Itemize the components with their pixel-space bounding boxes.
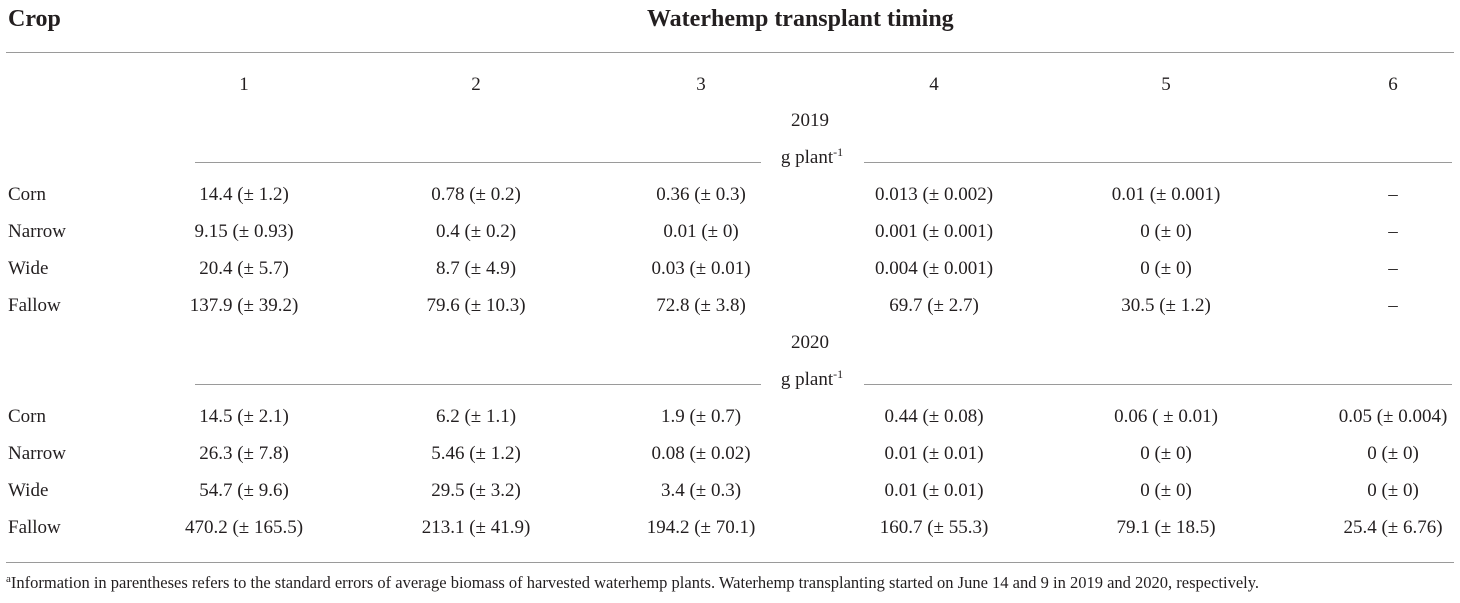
year-label: 2020 xyxy=(791,332,829,353)
unit-label: g plant-1 xyxy=(780,367,844,391)
table-cell: 79.1 (± 18.5) xyxy=(1116,517,1216,538)
table-cell: 0.01 (± 0.001) xyxy=(1111,184,1221,205)
table-cell: – xyxy=(1388,295,1398,316)
column-header-6: 6 xyxy=(1388,74,1398,95)
table-cell: 5.46 (± 1.2) xyxy=(431,443,521,464)
table-cell: 0.004 (± 0.001) xyxy=(874,258,994,279)
unit-label: g plant-1 xyxy=(780,145,844,169)
table-cell: – xyxy=(1388,258,1398,279)
table-cell: 0.08 (± 0.02) xyxy=(651,443,751,464)
crop-name: Narrow xyxy=(8,221,67,242)
footnote-text: Information in parentheses refers to the… xyxy=(10,573,1260,592)
column-header-3: 3 xyxy=(696,74,706,95)
crop-name: Wide xyxy=(8,258,49,279)
column-header-2: 2 xyxy=(471,74,481,95)
table-cell: 79.6 (± 10.3) xyxy=(426,295,526,316)
table-cell: 0 (± 0) xyxy=(1140,480,1192,501)
unit-exponent: -1 xyxy=(833,145,844,159)
table-cell: 0 (± 0) xyxy=(1140,443,1192,464)
table-cell: 0.01 (± 0.01) xyxy=(884,443,984,464)
table-cell: 0.01 (± 0) xyxy=(663,221,739,242)
table-cell: 30.5 (± 1.2) xyxy=(1121,295,1211,316)
table-cell: 29.5 (± 3.2) xyxy=(431,480,521,501)
crop-name: Corn xyxy=(8,184,46,205)
table-cell: 54.7 (± 9.6) xyxy=(199,480,289,501)
table-cell: 8.7 (± 4.9) xyxy=(435,258,517,279)
table-cell: 0.44 (± 0.08) xyxy=(884,406,984,427)
unit-text: g plant xyxy=(780,369,834,390)
column-header-4: 4 xyxy=(929,74,939,95)
table-cell: 0 (± 0) xyxy=(1367,443,1419,464)
table-cell: 0.001 (± 0.001) xyxy=(874,221,994,242)
crop-name: Narrow xyxy=(8,443,67,464)
table-cell: 9.15 (± 0.93) xyxy=(194,221,294,242)
table-cell: 0.013 (± 0.002) xyxy=(874,184,994,205)
timing-header: Waterhemp transplant timing xyxy=(647,6,954,32)
table-cell: 1.9 (± 0.7) xyxy=(660,406,742,427)
table-cell: 0 (± 0) xyxy=(1367,480,1419,501)
section-rule-left xyxy=(195,162,761,163)
table-cell: 26.3 (± 7.8) xyxy=(199,443,289,464)
crop-name: Fallow xyxy=(8,295,61,316)
table-cell: 0.01 (± 0.01) xyxy=(884,480,984,501)
crop-name: Corn xyxy=(8,406,46,427)
column-header-5: 5 xyxy=(1161,74,1171,95)
header-rule xyxy=(6,52,1454,53)
table-cell: 0.06 ( ± 0.01) xyxy=(1114,406,1218,427)
section-rule-right xyxy=(864,384,1452,385)
table-cell: 3.4 (± 0.3) xyxy=(660,480,742,501)
table-cell: 470.2 (± 165.5) xyxy=(184,517,304,538)
section-rule-left xyxy=(195,384,761,385)
table-cell: 69.7 (± 2.7) xyxy=(889,295,979,316)
table-cell: 137.9 (± 39.2) xyxy=(189,295,299,316)
table-cell: 0.4 (± 0.2) xyxy=(435,221,517,242)
table-cell: 0.36 (± 0.3) xyxy=(656,184,746,205)
unit-exponent: -1 xyxy=(833,367,844,381)
table-cell: 0 (± 0) xyxy=(1140,221,1192,242)
table-cell: – xyxy=(1388,184,1398,205)
crop-header: Crop xyxy=(8,6,61,32)
table-cell: 160.7 (± 55.3) xyxy=(879,517,989,538)
crop-name: Fallow xyxy=(8,517,61,538)
table-cell: – xyxy=(1388,221,1398,242)
table-cell: 0.05 (± 0.004) xyxy=(1338,406,1448,427)
table-cell: 213.1 (± 41.9) xyxy=(421,517,531,538)
section-rule-right xyxy=(864,162,1452,163)
table-cell: 20.4 (± 5.7) xyxy=(199,258,289,279)
column-header-1: 1 xyxy=(239,74,249,95)
unit-text: g plant xyxy=(780,147,834,168)
year-label: 2019 xyxy=(791,110,829,131)
table-cell: 0.78 (± 0.2) xyxy=(431,184,521,205)
table-cell: 0.03 (± 0.01) xyxy=(651,258,751,279)
table-cell: 14.5 (± 2.1) xyxy=(199,406,289,427)
crop-name: Wide xyxy=(8,480,49,501)
bottom-rule xyxy=(6,562,1454,563)
table-cell: 0 (± 0) xyxy=(1140,258,1192,279)
table-cell: 6.2 (± 1.1) xyxy=(435,406,517,427)
table-cell: 194.2 (± 70.1) xyxy=(646,517,756,538)
footnote-marker: a xyxy=(6,573,11,585)
table-cell: 72.8 (± 3.8) xyxy=(656,295,746,316)
footnote: aInformation in parentheses refers to th… xyxy=(6,573,1259,593)
table-cell: 25.4 (± 6.76) xyxy=(1343,517,1443,538)
table-cell: 14.4 (± 1.2) xyxy=(199,184,289,205)
